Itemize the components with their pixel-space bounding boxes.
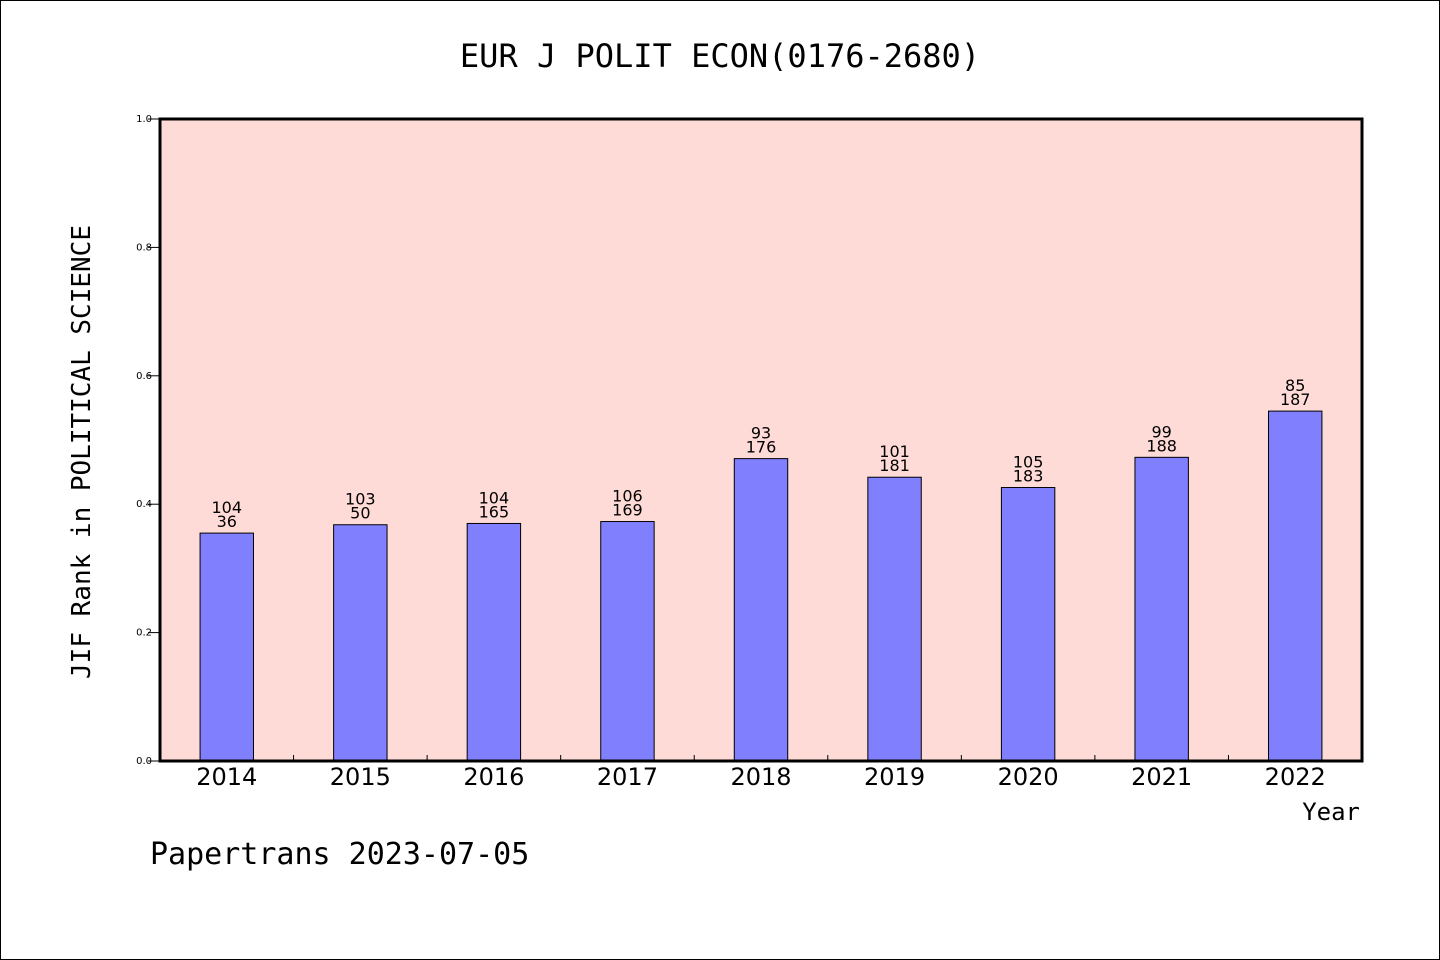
y-tick-label: 0.8 <box>136 242 152 253</box>
y-tick-label: 0.0 <box>136 756 152 767</box>
bar <box>1134 456 1189 762</box>
total-label: 50 <box>350 504 370 523</box>
y-tick-label: 0.6 <box>136 371 152 382</box>
rank-label: 99 <box>1151 422 1171 441</box>
total-label: 36 <box>217 512 237 531</box>
total-label: 187 <box>1280 390 1311 409</box>
bars <box>199 410 1323 762</box>
rank-label: 93 <box>751 424 771 443</box>
x-tick-label: 2022 <box>1265 763 1326 791</box>
bar <box>333 524 388 762</box>
x-tick-label: 2017 <box>597 763 658 791</box>
x-tick-label: 2014 <box>196 763 257 791</box>
plot-frame <box>158 117 1364 763</box>
rank-label: 105 <box>1013 453 1044 472</box>
rank-label: 103 <box>345 490 376 509</box>
bar <box>466 522 522 762</box>
total-label: 183 <box>1013 467 1044 486</box>
bar <box>1268 410 1323 762</box>
y-axis-title: JIF Rank in POLITICAL SCIENCE <box>67 225 97 679</box>
chart-title: EUR J POLIT ECON(0176-2680) <box>460 37 980 75</box>
bar <box>867 476 922 762</box>
total-label: 176 <box>746 438 777 457</box>
x-tick-label: 2018 <box>730 763 791 791</box>
rank-label: 104 <box>212 498 243 517</box>
rank-label: 101 <box>879 442 910 461</box>
bar <box>600 521 655 762</box>
footer-text: Papertrans 2023-07-05 <box>150 837 529 872</box>
x-tick-label: 2015 <box>330 763 391 791</box>
x-tick-label: 2016 <box>463 763 524 791</box>
rank-label: 85 <box>1285 376 1305 395</box>
y-tick-label: 0.4 <box>136 499 152 510</box>
x-tick-label: 2020 <box>998 763 1059 791</box>
rank-label: 106 <box>612 487 643 506</box>
rank-label: 104 <box>479 488 510 507</box>
total-label: 188 <box>1146 436 1177 455</box>
x-axis-title: Year <box>1302 798 1360 826</box>
bar <box>1000 487 1056 762</box>
y-tick-label: 1.0 <box>136 114 152 125</box>
total-label: 165 <box>479 502 510 521</box>
x-tick-label: 2019 <box>864 763 925 791</box>
x-axis: 2014 2015 2016 2017 2018 2019 2020 2021 2022 <box>196 755 1326 791</box>
y-tick-label: 0.2 <box>136 628 152 639</box>
x-tick-label: 2021 <box>1131 763 1192 791</box>
y-axis: 0.0 0.2 0.4 0.6 0.8 1.0 <box>136 114 160 767</box>
bar <box>199 532 254 762</box>
total-label: 181 <box>879 456 910 475</box>
total-label: 169 <box>612 501 643 520</box>
bar <box>733 458 789 762</box>
